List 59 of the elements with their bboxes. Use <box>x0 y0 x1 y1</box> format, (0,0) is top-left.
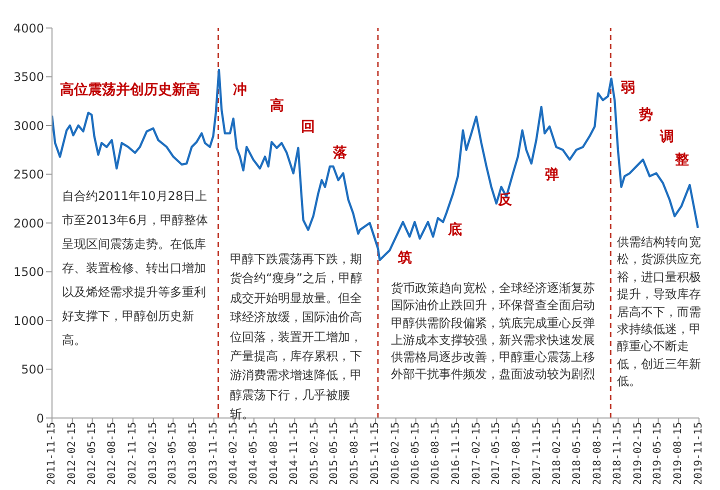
annotation: 自合约2011年10月28日上市至2013年6月，甲醇整体呈现区间震荡走势。在低库存、装置检修、转出口增加以及烯烃需求提升等多重利好支撑下，甲醇创历史新高。 <box>62 188 210 349</box>
x-tick-label: 2015-11-15 <box>368 422 381 486</box>
annotation: 反 <box>498 192 513 208</box>
annotation: 调 <box>660 129 675 145</box>
x-tick-label: 2019-11-15 <box>692 422 704 486</box>
x-tick-label: 2013-11-15 <box>207 422 220 486</box>
x-tick-label: 2014-08-15 <box>268 422 280 486</box>
x-tick-label: 2014-02-15 <box>228 422 240 486</box>
y-tick-label: 500 <box>21 362 44 377</box>
x-tick-label: 2011-11-15 <box>45 422 58 486</box>
annotation: 回 <box>301 119 316 135</box>
x-tick-label: 2016-11-15 <box>450 422 462 486</box>
annotation: 货币政策趋向宽松，全球经济逐渐复苏国际油价止跌回升，环保督查全面启动甲醇供需阶段偏紧，筑底完成重心反弹上游成本支撑较强，新兴需求快速发展供需格局逐步改善，甲醇重心震荡上移外部干扰事件频发，盘面波动较为剧烈 <box>391 280 596 384</box>
x-tick-label: 2013-05-15 <box>166 422 179 486</box>
x-tick-label: 2017-08-15 <box>510 422 522 486</box>
x-tick-label: 2014-11-15 <box>288 422 300 486</box>
x-tick-label: 2012-08-15 <box>106 422 118 486</box>
annotation: 弹 <box>545 167 560 183</box>
x-tick-label: 2017-02-15 <box>470 422 482 486</box>
annotation: 整 <box>675 152 690 168</box>
text: 供需结构转向宽松，货源供应充裕，进口量积极提升，导致库存居高不下，而需求持续低迷，甲醇重心不断走低，创近三年新低。 <box>617 235 701 388</box>
x-tick-label: 2019-02-15 <box>632 422 644 486</box>
x-tick-label: 2016-02-15 <box>389 422 402 486</box>
x-tick-label: 2016-08-15 <box>430 422 442 486</box>
y-tick-label: 1000 <box>13 314 44 328</box>
x-tick-label: 2012-05-15 <box>86 422 98 486</box>
y-tick-label: 2500 <box>13 168 44 182</box>
x-tick-label: 2017-11-15 <box>530 422 543 486</box>
x-tick-label: 2016-05-15 <box>409 422 422 486</box>
x-tick-label: 2013-02-15 <box>146 422 159 486</box>
x-tick-label: 2018-08-15 <box>591 422 604 486</box>
y-tick-label: 3500 <box>13 70 44 84</box>
x-tick-label: 2014-05-15 <box>247 422 260 486</box>
x-tick-label: 2012-02-15 <box>66 422 78 486</box>
x-tick-label: 2017-05-15 <box>490 422 502 486</box>
x-tick-label: 2015-08-15 <box>348 422 361 486</box>
annotation: 底 <box>448 222 463 238</box>
annotation: 高 <box>270 98 285 114</box>
y-tick-label: 2000 <box>13 216 44 230</box>
x-tick-label: 2019-08-15 <box>672 422 684 486</box>
annotation: 落 <box>333 145 348 161</box>
x-tick-label: 2019-05-15 <box>652 422 664 486</box>
x-tick-label: 2018-02-15 <box>551 422 564 486</box>
y-tick-label: 4000 <box>13 21 44 36</box>
x-tick-label: 2018-05-15 <box>570 422 583 486</box>
annotation: 势 <box>639 107 654 123</box>
x-tick-label: 2018-11-15 <box>612 422 624 486</box>
annotation: 筑 <box>398 250 413 266</box>
x-tick-label: 2012-11-15 <box>126 422 138 486</box>
annotation: 弱 <box>621 80 636 96</box>
y-tick-label: 1500 <box>13 265 44 280</box>
text: 甲醇下跌震荡再下跌，期货合约“瘦身”之后，甲醇成交开始明显放量。但全球经济放缓，国际油价高位回落，装置开工增加，产量提高，库存累积，下游消费需求增速降低，甲醇震荡下行，几乎被腰斩。 <box>230 252 362 422</box>
x-tick-label: 2013-08-15 <box>186 422 199 486</box>
annotation: 冲 <box>233 82 248 98</box>
y-tick-label: 0 <box>36 411 44 426</box>
y-tick-label: 3000 <box>13 118 44 133</box>
annotation: 高位震荡并创历史新高 <box>60 80 201 100</box>
x-tick-label: 2015-05-15 <box>328 422 340 486</box>
x-tick-label: 2015-02-15 <box>308 422 321 486</box>
